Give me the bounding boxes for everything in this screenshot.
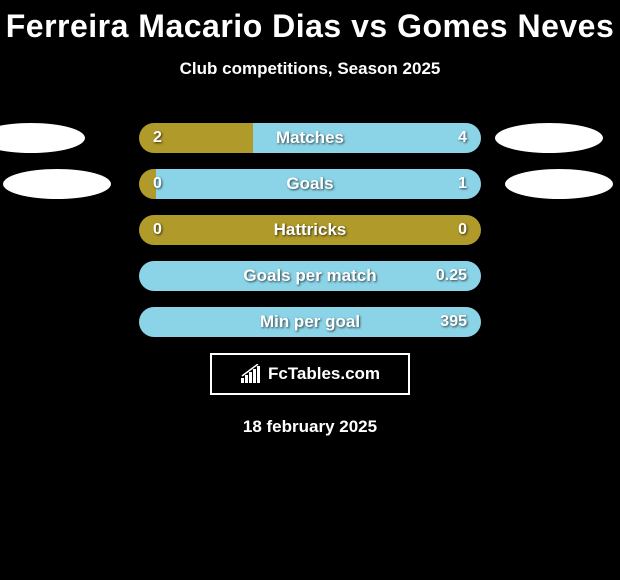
stat-row: Goals0 1: [0, 169, 620, 199]
stats-area: Matches24Goals01Hattricks00Goals per mat…: [0, 123, 620, 337]
ellipse-spacer: [17, 307, 125, 337]
stat-value-right: 395: [440, 307, 467, 337]
stat-bar: Goals0 1: [139, 169, 481, 199]
ellipse-spacer: [17, 261, 125, 291]
ellipse-spacer: [17, 215, 125, 245]
stat-row: Min per goal395: [0, 307, 620, 337]
right-ellipse: [495, 123, 603, 153]
stat-bar: Matches2 4: [139, 123, 481, 153]
stat-bar: Hattricks0 0: [139, 215, 481, 245]
ellipse-spacer: [495, 307, 603, 337]
stat-label: Min per goal: [139, 307, 481, 337]
stat-row: Goals per match0.25: [0, 261, 620, 291]
stat-label: Goals: [139, 169, 481, 199]
right-ellipse: [505, 169, 613, 199]
comparison-title: Ferreira Macario Dias vs Gomes Neves: [0, 8, 620, 45]
ellipse-spacer: [495, 261, 603, 291]
stat-bar: Min per goal395: [139, 307, 481, 337]
stat-label: Matches: [139, 123, 481, 153]
stat-value-right: 1: [458, 169, 467, 199]
stat-row: Matches2 4: [0, 123, 620, 153]
left-ellipse: [3, 169, 111, 199]
stat-value-right: 0.25: [436, 261, 467, 291]
stat-value-left: 0: [153, 169, 162, 199]
stat-value-left: 2: [153, 123, 162, 153]
stat-value-left: 0: [153, 215, 162, 245]
logo-box: FcTables.com: [210, 353, 410, 395]
date-text: 18 february 2025: [0, 417, 620, 437]
chart-icon: [240, 364, 262, 384]
left-ellipse: [0, 123, 85, 153]
stat-bar: Goals per match0.25: [139, 261, 481, 291]
ellipse-spacer: [495, 215, 603, 245]
stat-label: Goals per match: [139, 261, 481, 291]
stat-value-right: 0: [458, 215, 467, 245]
stat-value-right: 4: [458, 123, 467, 153]
logo-text: FcTables.com: [268, 364, 380, 384]
comparison-subtitle: Club competitions, Season 2025: [0, 59, 620, 79]
stat-row: Hattricks0 0: [0, 215, 620, 245]
stat-label: Hattricks: [139, 215, 481, 245]
